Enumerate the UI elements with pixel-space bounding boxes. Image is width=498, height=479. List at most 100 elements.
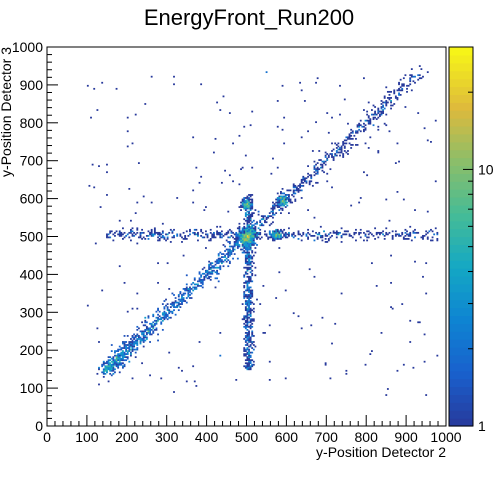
heatmap-cell: [125, 345, 128, 348]
heatmap-cell: [252, 228, 255, 231]
heatmap-cell: [377, 109, 380, 111]
heatmap-cell: [200, 281, 203, 284]
heatmap-cell: [227, 265, 230, 268]
heatmap-cell: [367, 147, 370, 149]
heatmap-cell: [189, 286, 191, 289]
heatmap-cell: [166, 309, 169, 312]
heatmap-cell: [131, 350, 134, 352]
heatmap-cell: [149, 328, 151, 331]
heatmap-cell: [246, 316, 249, 319]
heatmap-cell: [112, 372, 115, 375]
heatmap-cell: [157, 318, 159, 321]
heatmap-cell: [168, 231, 171, 234]
heatmap-cell: [120, 354, 123, 357]
heatmap-cell: [96, 327, 99, 330]
heatmap-cell: [185, 301, 188, 304]
heatmap-cell: [244, 327, 247, 330]
heatmap-cell: [425, 262, 428, 265]
heatmap-cell: [224, 169, 227, 172]
heatmap-cell: [227, 251, 230, 254]
heatmap-cell: [249, 215, 252, 218]
heatmap-cell: [340, 236, 343, 239]
heatmap-cell: [276, 234, 279, 237]
heatmap-cell: [142, 336, 145, 339]
heatmap-cell: [153, 231, 156, 234]
heatmap-cell: [246, 281, 249, 284]
heatmap-cell: [249, 219, 252, 222]
heatmap-cell: [393, 92, 396, 95]
heatmap-cell: [197, 285, 199, 287]
heatmap-cell: [251, 251, 254, 254]
heatmap-cell: [249, 244, 252, 246]
heatmap-cell: [114, 368, 116, 371]
heatmap-cell: [378, 231, 381, 234]
heatmap-cell: [244, 197, 247, 199]
y-tick-label: 800: [20, 115, 44, 131]
heatmap-cell: [238, 134, 241, 137]
heatmap-cell: [329, 231, 332, 234]
heatmap-cell: [109, 366, 112, 369]
heatmap-cell: [307, 165, 309, 168]
heatmap-cell: [249, 228, 252, 231]
heatmap-cell: [166, 303, 169, 305]
heatmap-cell: [268, 233, 271, 236]
heatmap-cell: [222, 95, 225, 98]
heatmap-cell: [434, 227, 437, 230]
colorbar-band: [449, 362, 473, 372]
heatmap-cell: [147, 327, 150, 330]
heatmap-cell: [390, 254, 392, 257]
heatmap-cell: [343, 98, 346, 101]
heatmap-cell: [134, 339, 137, 342]
heatmap-cell: [235, 231, 238, 234]
heatmap-cell: [358, 128, 361, 131]
heatmap-cell: [363, 122, 365, 125]
heatmap-cell: [276, 228, 279, 231]
heatmap-cell: [252, 344, 255, 346]
heatmap-cell: [155, 328, 158, 331]
heatmap-cell: [222, 253, 225, 255]
heatmap-cell: [313, 160, 316, 163]
heatmap-cell: [107, 366, 110, 369]
heatmap-cell: [388, 130, 391, 133]
heatmap-cell: [425, 394, 428, 396]
heatmap-cell: [367, 121, 370, 124]
heatmap-cell: [112, 239, 115, 242]
heatmap-cell: [192, 189, 195, 192]
heatmap-cell: [249, 233, 252, 236]
heatmap-cell: [291, 194, 294, 196]
heatmap-cell: [122, 238, 124, 240]
heatmap-cell: [157, 239, 159, 242]
heatmap-cell: [347, 137, 349, 140]
heatmap-cell: [211, 233, 214, 236]
heatmap-cell: [297, 238, 300, 240]
heatmap-cell: [251, 256, 254, 258]
heatmap-cell: [302, 181, 305, 184]
heatmap-cell: [235, 241, 238, 243]
heatmap-cell: [142, 333, 145, 336]
heatmap-cell: [273, 203, 276, 205]
heatmap-cell: [120, 351, 123, 354]
heatmap-cell: [144, 336, 147, 339]
heatmap-cell: [327, 239, 330, 242]
heatmap-cell: [310, 180, 313, 183]
heatmap-cell: [249, 295, 252, 298]
heatmap-cell: [238, 239, 241, 242]
heatmap-cell: [311, 234, 314, 237]
heatmap-cell: [289, 198, 292, 201]
heatmap-cell: [161, 231, 164, 234]
heatmap-cell: [409, 231, 412, 234]
heatmap-cell: [396, 97, 399, 99]
heatmap-cell: [326, 159, 329, 161]
heatmap-cell: [176, 306, 179, 309]
heatmap-cell: [417, 321, 420, 324]
heatmap-cell: [251, 289, 254, 292]
heatmap-cell: [214, 263, 217, 266]
heatmap-cell: [228, 174, 231, 177]
heatmap-cell: [308, 233, 311, 236]
heatmap-cell: [350, 137, 353, 140]
heatmap-cell: [157, 307, 159, 310]
heatmap-cell: [193, 277, 196, 280]
heatmap-cell: [248, 289, 250, 292]
heatmap-cell: [205, 274, 207, 277]
